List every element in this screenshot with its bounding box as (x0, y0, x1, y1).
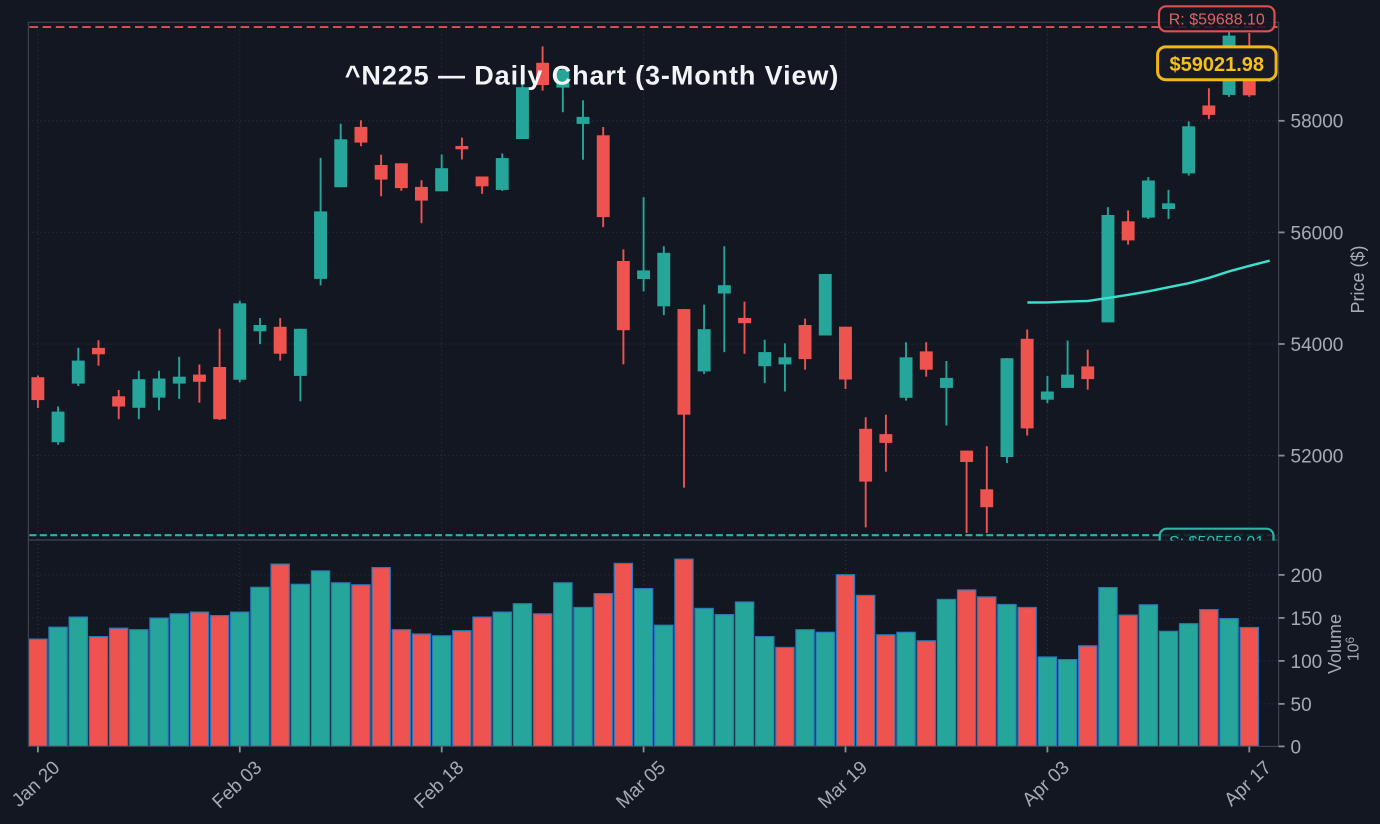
svg-text:$59021.98: $59021.98 (1170, 54, 1265, 76)
svg-text:52000: 52000 (1291, 447, 1344, 468)
svg-text:R: $59688.10: R: $59688.10 (1169, 12, 1265, 29)
svg-text:150: 150 (1291, 609, 1323, 630)
svg-text:Price ($): Price ($) (1348, 245, 1368, 313)
svg-text:200: 200 (1291, 566, 1323, 587)
svg-text:S: $50558.01: S: $50558.01 (1169, 534, 1264, 551)
svg-text:50: 50 (1291, 695, 1312, 716)
svg-text:100: 100 (1291, 652, 1323, 673)
svg-text:56000: 56000 (1291, 223, 1344, 244)
svg-text:54000: 54000 (1291, 335, 1344, 356)
svg-text:^N225 — Daily Chart (3-Month V: ^N225 — Daily Chart (3-Month View) (345, 60, 839, 90)
svg-text:58000: 58000 (1291, 112, 1344, 133)
svg-text:Volume: Volume (1325, 614, 1345, 674)
svg-text:0: 0 (1291, 737, 1302, 758)
